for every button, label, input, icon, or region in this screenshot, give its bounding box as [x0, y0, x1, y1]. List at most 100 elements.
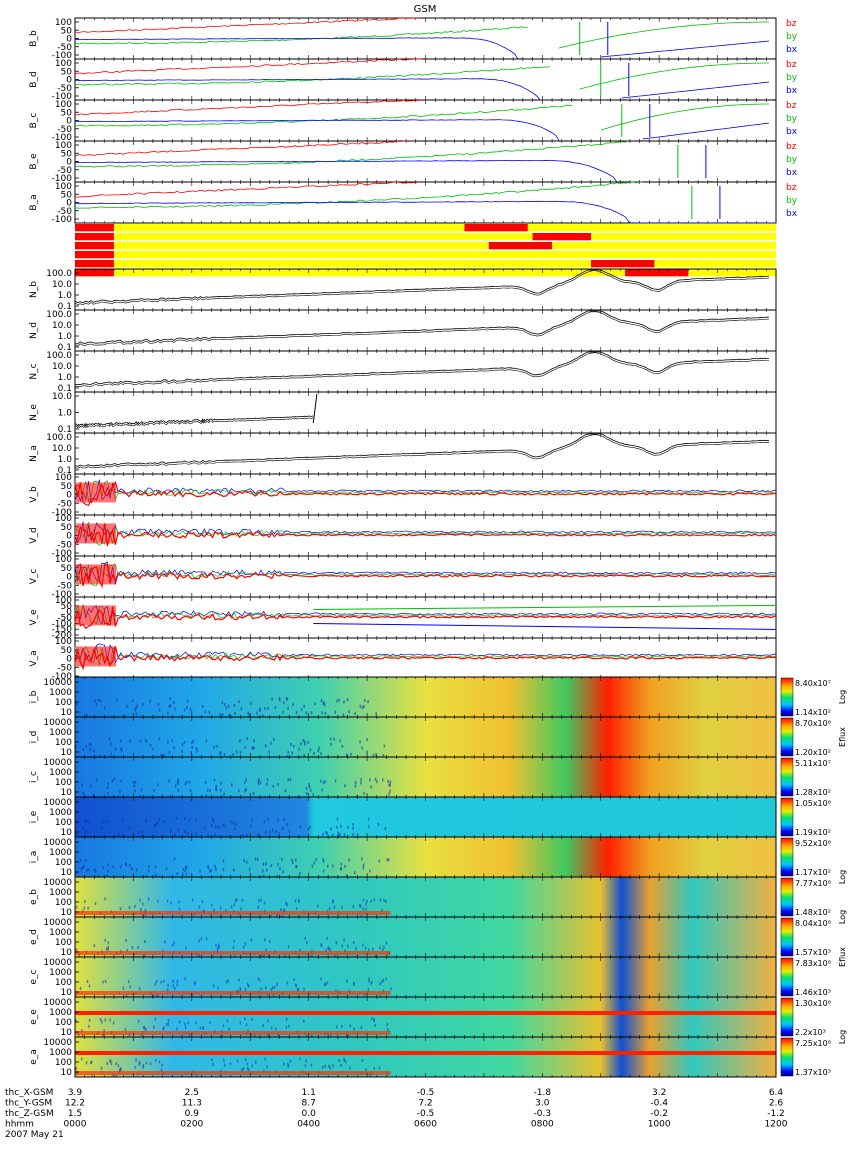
spectrogram-panel-e_c-texture [155, 979, 158, 983]
spectrogram-panel-i_e-texture [102, 820, 105, 824]
spectrogram-panel-e_c-texture [323, 983, 326, 987]
spectrogram-panel-i_d-texture [88, 742, 91, 746]
spectrogram-panel-i_d-texture [341, 744, 344, 748]
spectrogram-panel-i_e-texture [377, 822, 380, 826]
spectrogram-panel-i_e-texture [189, 818, 191, 822]
spectrogram-panel-i_d-texture [309, 748, 312, 752]
spectrogram-panel-i_c-texture [204, 780, 207, 784]
spectrogram-panel-e_e-texture [99, 1018, 102, 1022]
spectrogram-panel-e_d-label: e_d [29, 929, 39, 945]
spectrogram-panel-e_d-texture [78, 954, 80, 958]
spectrogram-panel-e_a-texture [85, 1061, 88, 1065]
spectrogram-panel-i_b-texture [264, 707, 266, 711]
spectrogram-panel-e_c-texture [212, 984, 215, 988]
velocity-panel-V_d-bz-line [74, 523, 777, 547]
velocity-panel-V_e-ytick-label: 100 [55, 596, 72, 606]
spectrogram-panel-e_e-texture [165, 1023, 168, 1027]
spectrogram-panel-i_b-texture [342, 713, 345, 717]
velocity-panel-V_a-noise-block [76, 646, 116, 667]
spectrogram-panel-e_a-texture [349, 1066, 351, 1070]
spectrogram-panel-i_b-texture [361, 706, 364, 710]
density-panel-N_d-label: N_d [29, 322, 39, 339]
density-panel-N_a-density-line [74, 433, 770, 467]
spectrogram-panel-i_c-texture [120, 779, 122, 783]
spectrogram-panel-e_b-ytick-label: 10000 [43, 878, 72, 888]
spectrogram-panel-e_d-texture [244, 941, 247, 945]
field-panel-B_e-ytick-label: 100 [55, 141, 72, 151]
spectrogram-panel-i_b-texture [278, 697, 281, 701]
spectrogram-panel-i_e-texture [118, 833, 120, 837]
spectrogram-panel-e_d-texture [125, 938, 127, 942]
spectrogram-panel-e_b-colorbar [780, 877, 794, 917]
spectrogram-panel-i_c-texture [388, 783, 391, 787]
field-panel-B_b-legend-by: by [786, 32, 798, 42]
spectrogram-panel-e_d-texture [343, 938, 345, 942]
spectrogram-panel-i_b-texture [233, 704, 236, 708]
spectrogram-panel-i_c-texture [93, 794, 95, 798]
spectrogram-panel-i_a-texture [154, 864, 157, 868]
spectrogram-panel-e_e-texture [226, 1019, 229, 1023]
spectrogram-panel-e_b-texture [170, 901, 172, 905]
spectrogram-panel-i_a-texture [232, 868, 235, 872]
velocity-panel-V_b-label: V_b [29, 486, 39, 503]
spectrogram-panel-e_d-texture [185, 946, 187, 950]
spectrogram-panel-i_b-texture [363, 705, 365, 709]
spectrogram-panel-e_d-texture [232, 946, 235, 950]
spectrogram-panel-e_a-texture [109, 1059, 112, 1063]
spectrogram-panel-i_d-texture [90, 742, 92, 746]
density-panel-N_d-density-line-2 [74, 311, 770, 347]
spectrogram-panel-i_e-texture [86, 829, 88, 833]
spectrogram-panel-i_c-texture [177, 780, 179, 784]
spectrogram-panel-i_b-texture [135, 712, 138, 716]
spectrogram-panel-i_b-texture [283, 701, 285, 705]
spectrogram-panel-e_d-texture [107, 945, 109, 949]
spectrogram-panel-i_d-texture [89, 748, 91, 752]
velocity-panel-V_e-ytick-label: -100 [52, 619, 73, 629]
spectrogram-panel-e_a-colorbar [780, 1037, 794, 1077]
velocity-panel-V_b-ytick-label: 100 [55, 473, 72, 483]
spectrogram-panel-e_a-texture [378, 1066, 381, 1070]
spectrogram-panel-i_d-texture [85, 744, 88, 748]
spectrogram-panel-e_e-ytick-label: 10 [61, 1028, 73, 1038]
spectrogram-panel-e_b-texture [84, 900, 86, 904]
spectrogram-panel-e_c-cmax: 7.83x10⁸ [795, 959, 831, 968]
spectrogram-panel-i_c-texture [369, 778, 371, 782]
spectrogram-panel-i_e-texture [100, 825, 103, 829]
spectrogram-panel-e_c-image [75, 957, 776, 997]
spectrogram-panel-i_b-texture [240, 707, 243, 711]
spectrogram-panel-e_e-texture [386, 1023, 389, 1027]
spectrogram-panel-e_a-texture [244, 1058, 247, 1062]
density-panel-N_d-ytick-label: 10.0 [52, 321, 72, 331]
spectrogram-panel-i_d-texture [190, 751, 193, 755]
spectrogram-panel-i_e-texture [75, 832, 78, 836]
velocity-panel-V_d-label: V_d [29, 527, 39, 543]
spectrogram-panel-e_e-texture [167, 1019, 170, 1023]
spectrogram-panel-i_e-texture [281, 826, 284, 830]
spectrogram-panel-i_c-texture [289, 778, 292, 782]
velocity-panel-V_e-noise-block [76, 605, 116, 626]
density-panel-N_b-density-line-2 [74, 270, 770, 306]
spectrogram-panel-i_c-texture [113, 777, 115, 781]
velocity-panel-V_c-noise-block [76, 564, 116, 585]
field-panel-B_d-bx-recovery [621, 81, 770, 99]
spectrogram-panel-i_e-texture [325, 831, 327, 835]
spectrogram-panel-i_e-texture [211, 817, 214, 821]
spectrogram-panel-e_c-texture [176, 983, 178, 987]
spectrogram-panel-i_d-texture [246, 737, 248, 741]
spectrogram-panel-e_b-texture [234, 899, 237, 903]
spectrogram-panel-e_b-ytick-label: 1000 [49, 888, 72, 898]
colorbar-unit-label: Eflux [838, 947, 847, 967]
spectrogram-panel-e_e-texture [285, 1017, 288, 1021]
spectrogram-panel-i_d-texture [239, 739, 241, 743]
density-panel-N_e-ytick-label: 10.0 [52, 392, 72, 402]
spectrogram-panel-e_d-texture [347, 944, 349, 948]
spectrogram-panel-i_c-texture [321, 788, 323, 792]
spectrogram-panel-e_e-texture [374, 1024, 376, 1028]
spectrogram-panel-i_d-texture [375, 753, 377, 757]
spectrogram-panel-e_d-texture [344, 949, 346, 953]
spectrogram-panel-e_d-texture [105, 947, 108, 951]
field-panel-B_b-bz-line [74, 17, 420, 34]
spectrogram-panel-i_a-texture [248, 867, 251, 871]
spectrogram-panel-i_a-texture [80, 867, 83, 871]
spectrogram-panel-i_e-texture [106, 819, 109, 823]
